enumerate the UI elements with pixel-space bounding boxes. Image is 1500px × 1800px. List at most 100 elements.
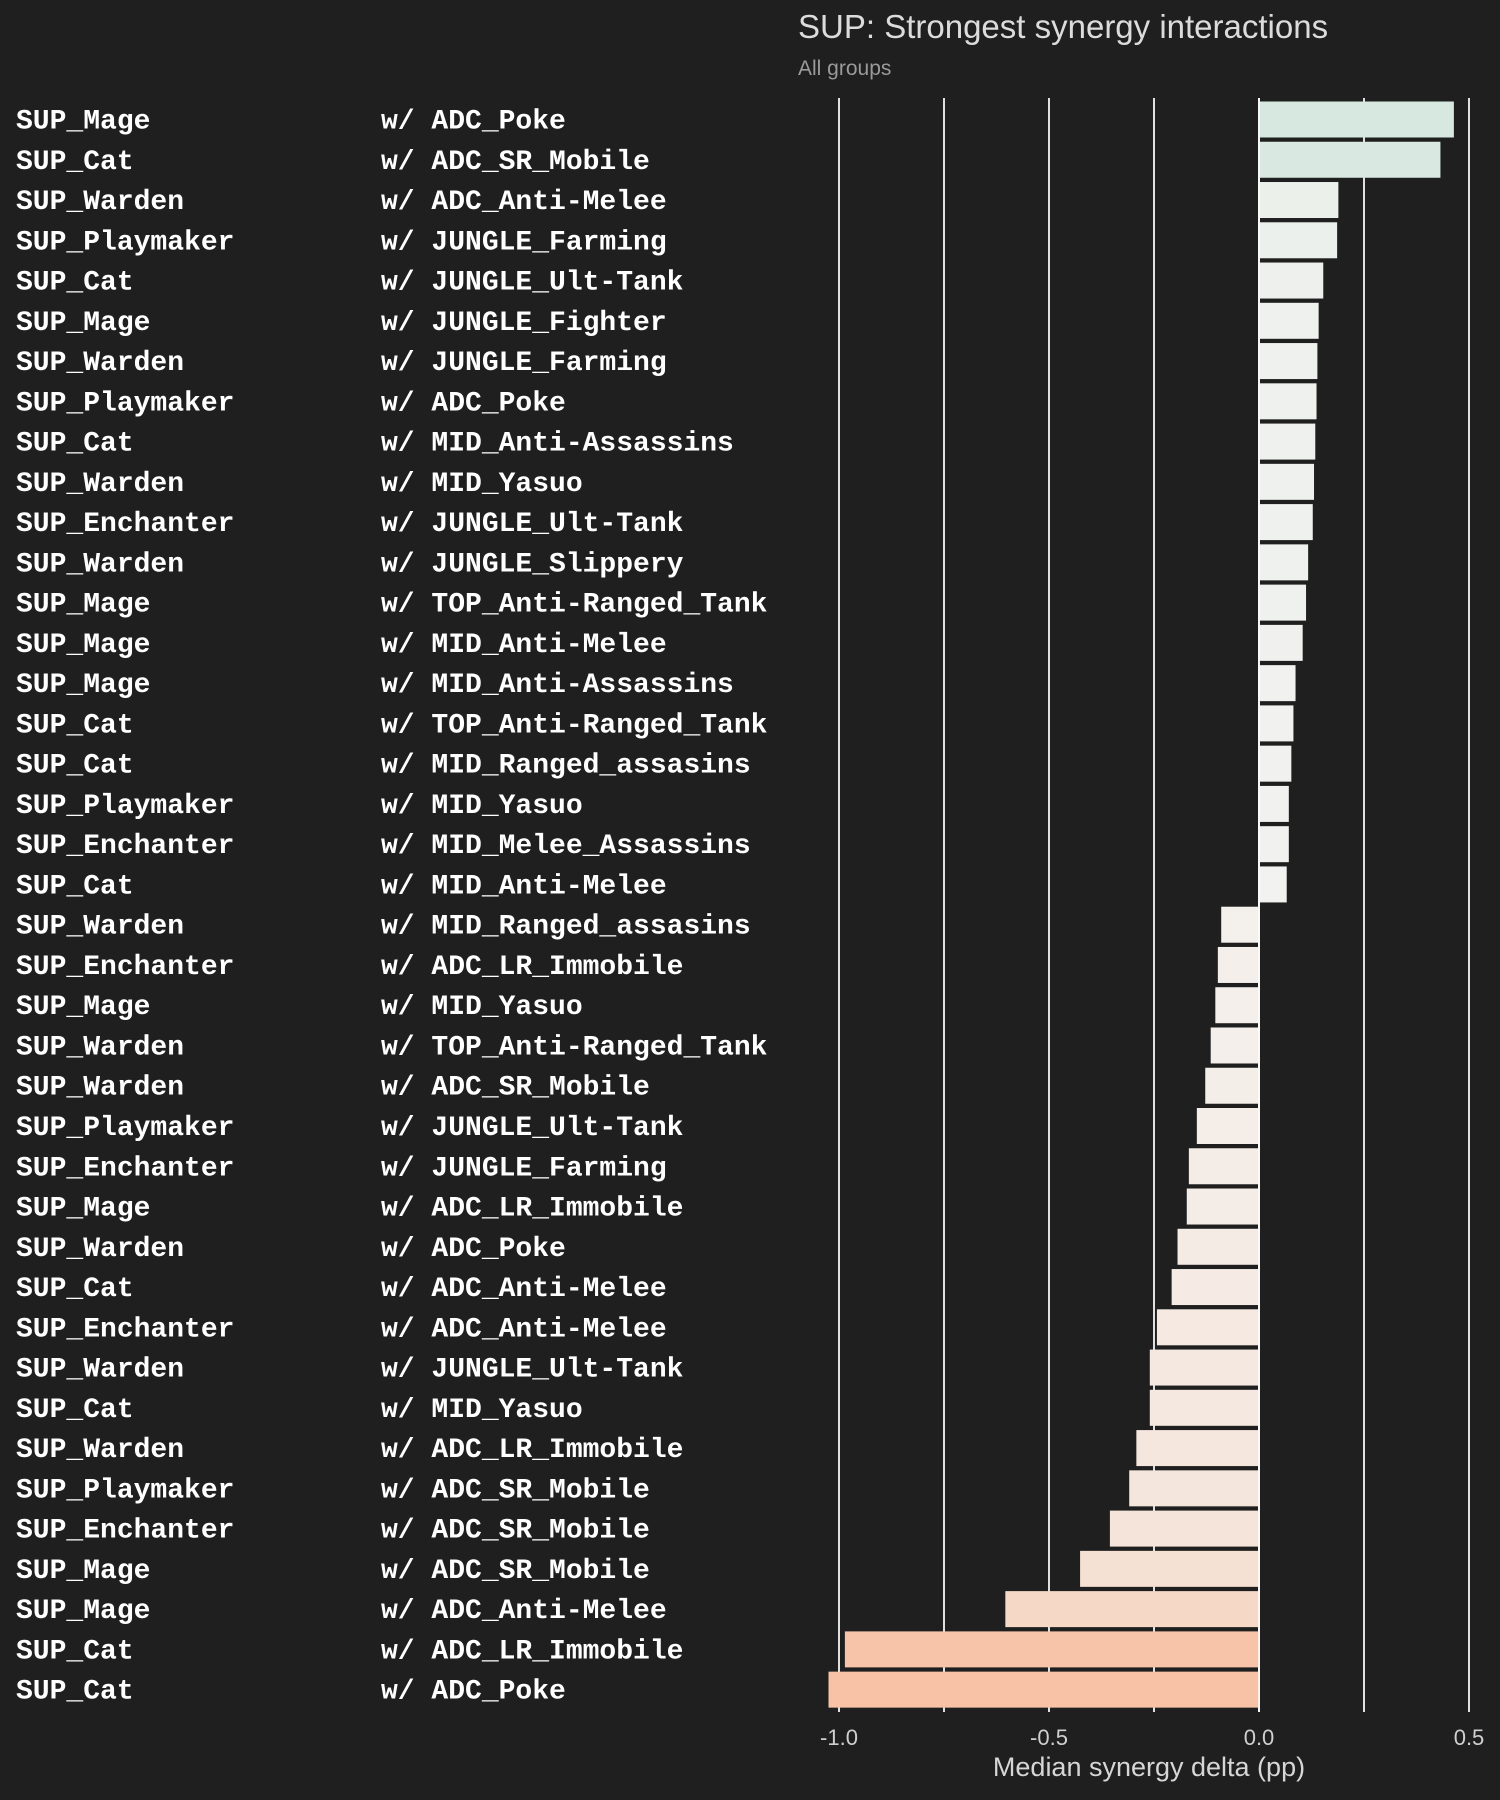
bar: [1259, 101, 1454, 138]
row-label-partner: w/ JUNGLE_Fighter: [381, 308, 667, 339]
bar: [1259, 182, 1339, 219]
bar: [1215, 987, 1259, 1024]
row-label-support: SUP_Mage: [16, 308, 150, 339]
row-label-partner: w/ ADC_Anti-Melee: [381, 1314, 667, 1345]
row-label-partner: w/ ADC_SR_Mobile: [381, 1475, 650, 1506]
row-label-support: SUP_Mage: [16, 630, 150, 661]
row-label-partner: w/ MID_Yasuo: [381, 992, 583, 1023]
row-label-partner: w/ ADC_Anti-Melee: [381, 1274, 667, 1305]
row-label-partner: w/ ADC_LR_Immobile: [381, 1194, 683, 1225]
row-label-partner: w/ MID_Ranged_assasins: [381, 751, 751, 782]
row-label-support: SUP_Playmaker: [16, 791, 234, 822]
row-label-support: SUP_Mage: [16, 1194, 150, 1225]
row-label-support: SUP_Cat: [16, 710, 134, 741]
bar: [1171, 1269, 1259, 1306]
bar: [1259, 463, 1315, 500]
row-label-partner: w/ ADC_LR_Immobile: [381, 1435, 683, 1466]
row-label-partner: w/ MID_Anti-Melee: [381, 871, 667, 902]
row-label-partner: w/ JUNGLE_Ult-Tank: [381, 509, 684, 540]
row-label-support: SUP_Enchanter: [16, 1314, 234, 1345]
row-label-partner: w/ JUNGLE_Farming: [381, 227, 667, 258]
row-label-support: SUP_Enchanter: [16, 952, 234, 983]
row-label-support: SUP_Warden: [16, 912, 184, 943]
row-label-partner: w/ TOP_Anti-Ranged_Tank: [381, 590, 768, 621]
bar: [1156, 1309, 1259, 1346]
row-label-partner: w/ ADC_SR_Mobile: [381, 1556, 650, 1587]
bar: [1259, 222, 1338, 259]
row-label-support: SUP_Cat: [16, 1677, 134, 1708]
row-label-partner: w/ JUNGLE_Farming: [381, 348, 667, 379]
bar: [1259, 826, 1289, 863]
bar: [1259, 866, 1287, 903]
row-label-support: SUP_Cat: [16, 1395, 134, 1426]
bar: [1186, 1188, 1259, 1225]
bar: [1259, 423, 1316, 460]
row-label-partner: w/ MID_Melee_Assassins: [381, 831, 751, 862]
bar: [1080, 1550, 1259, 1587]
row-label-partner: w/ ADC_Poke: [381, 107, 566, 138]
bar: [1259, 785, 1289, 822]
bar: [1136, 1430, 1259, 1467]
row-label-partner: w/ ADC_LR_Immobile: [381, 952, 683, 983]
chart-subtitle: All groups: [798, 57, 892, 80]
bar: [844, 1631, 1259, 1668]
bar: [1259, 584, 1307, 621]
row-label-support: SUP_Playmaker: [16, 388, 234, 419]
bar: [1259, 383, 1317, 420]
row-label-support: SUP_Cat: [16, 429, 134, 460]
x-tick-label: -1.0: [820, 1725, 858, 1750]
bar: [1259, 705, 1294, 742]
row-label-support: SUP_Cat: [16, 147, 134, 178]
bar: [1149, 1349, 1259, 1386]
bar: [1129, 1470, 1259, 1507]
row-label-partner: w/ TOP_Anti-Ranged_Tank: [381, 710, 768, 741]
row-label-support: SUP_Warden: [16, 1355, 184, 1386]
row-label-support: SUP_Warden: [16, 1234, 184, 1265]
bar: [1259, 262, 1324, 299]
bar: [1109, 1510, 1259, 1547]
bar: [1205, 1067, 1259, 1104]
row-label-support: SUP_Cat: [16, 751, 134, 782]
row-label-partner: w/ ADC_Poke: [381, 1677, 566, 1708]
bar: [828, 1671, 1259, 1708]
row-label-support: SUP_Cat: [16, 1636, 134, 1667]
row-label-partner: w/ JUNGLE_Ult-Tank: [381, 1355, 684, 1386]
row-label-support: SUP_Warden: [16, 1032, 184, 1063]
bar: [1196, 1108, 1259, 1144]
row-label-partner: w/ MID_Yasuo: [381, 791, 583, 822]
row-label-support: SUP_Playmaker: [16, 1113, 234, 1144]
row-label-support: SUP_Warden: [16, 348, 184, 379]
row-label-partner: w/ MID_Anti-Assassins: [381, 670, 734, 701]
row-label-support: SUP_Warden: [16, 1435, 184, 1466]
bar: [1221, 906, 1259, 943]
row-label-partner: w/ JUNGLE_Slippery: [381, 549, 684, 580]
bar: [1177, 1228, 1259, 1265]
bar: [1259, 665, 1296, 702]
row-label-support: SUP_Playmaker: [16, 227, 234, 258]
bar: [1259, 504, 1313, 541]
bar: [1259, 745, 1292, 782]
row-label-partner: w/ JUNGLE_Farming: [381, 1153, 667, 1184]
row-label-partner: w/ MID_Anti-Assassins: [381, 429, 734, 460]
row-label-support: SUP_Enchanter: [16, 1153, 234, 1184]
row-label-partner: w/ ADC_SR_Mobile: [381, 147, 650, 178]
row-label-partner: w/ MID_Yasuo: [381, 469, 583, 500]
row-label-support: SUP_Warden: [16, 549, 184, 580]
row-label-support: SUP_Enchanter: [16, 1516, 234, 1547]
row-label-support: SUP_Enchanter: [16, 509, 234, 540]
row-label-support: SUP_Cat: [16, 1274, 134, 1305]
row-label-support: SUP_Cat: [16, 871, 134, 902]
row-label-support: SUP_Mage: [16, 590, 150, 621]
row-label-partner: w/ MID_Yasuo: [381, 1395, 583, 1426]
bar: [1210, 1027, 1259, 1064]
x-axis-label-text: Median synergy delta (pp): [992, 1752, 1306, 1782]
row-label-partner: w/ ADC_Poke: [381, 388, 566, 419]
bar: [1259, 302, 1319, 339]
x-tick-label: -0.5: [1030, 1725, 1068, 1750]
row-label-partner: w/ ADC_SR_Mobile: [381, 1516, 650, 1547]
row-label-partner: w/ ADC_Anti-Melee: [381, 187, 667, 218]
bar: [1149, 1389, 1259, 1426]
bar: [1259, 141, 1441, 178]
row-label-support: SUP_Mage: [16, 1556, 150, 1587]
x-tick-label: 0.5: [1454, 1725, 1485, 1750]
